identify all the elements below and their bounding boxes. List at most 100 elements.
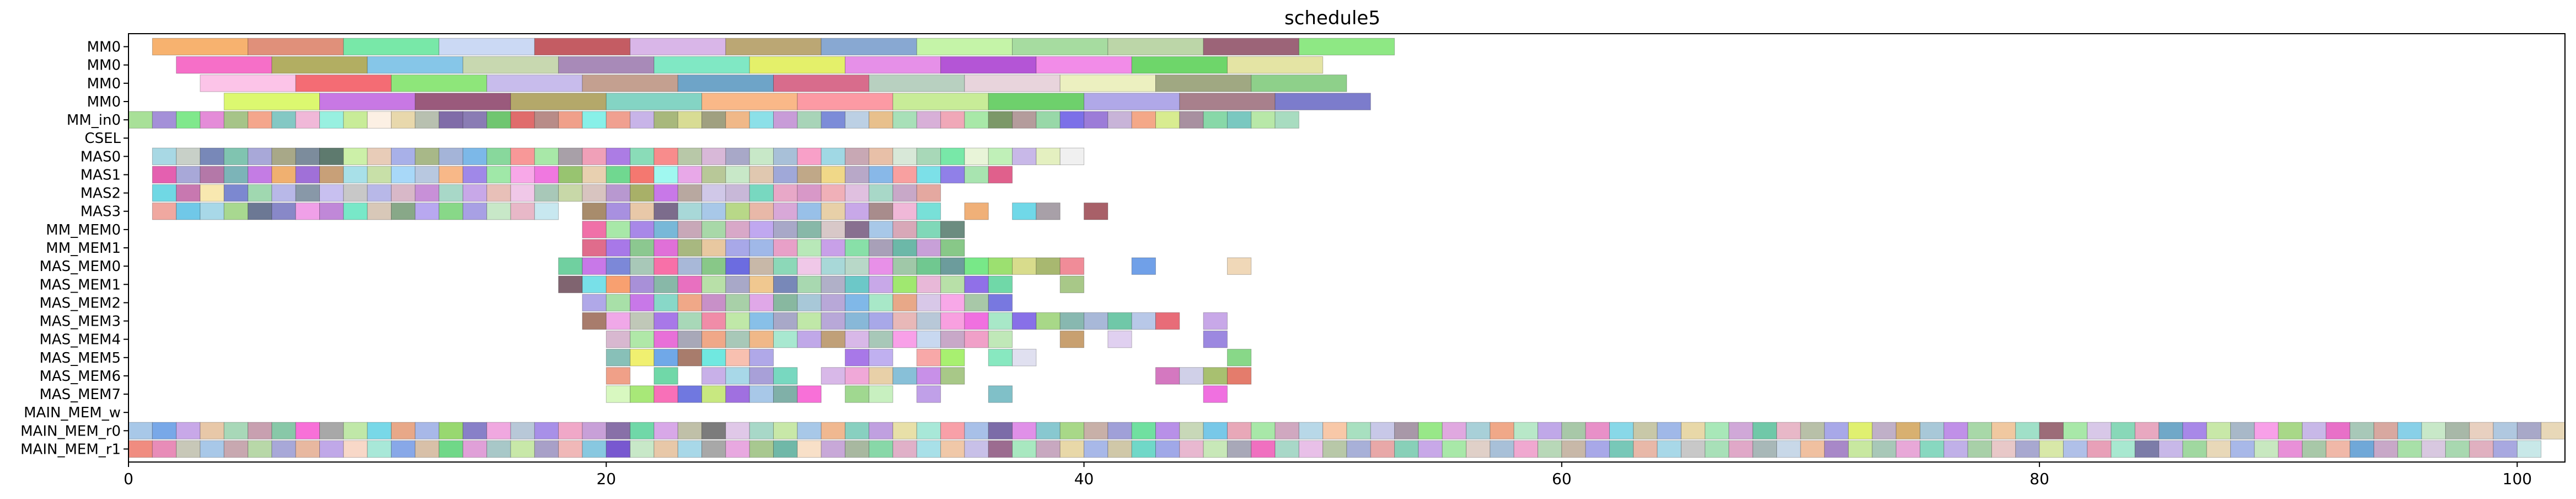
gantt-bar bbox=[1466, 440, 1491, 458]
gantt-bar bbox=[2015, 422, 2040, 440]
gantt-bar bbox=[1107, 312, 1132, 330]
gantt-bar bbox=[343, 147, 368, 166]
gantt-bar bbox=[940, 312, 965, 330]
gantt-bar bbox=[271, 147, 296, 166]
gantt-bar bbox=[725, 385, 750, 403]
gantt-bar bbox=[821, 202, 845, 220]
gantt-bar bbox=[869, 111, 893, 129]
gantt-bar bbox=[1442, 440, 1467, 458]
gantt-bar bbox=[1728, 440, 1753, 458]
gantt-bar bbox=[701, 166, 726, 184]
gantt-bar bbox=[1227, 111, 1252, 129]
gantt-bar bbox=[1084, 202, 1108, 220]
gantt-bar bbox=[1967, 440, 1992, 458]
gantt-bar bbox=[462, 147, 488, 166]
gantt-bar bbox=[892, 422, 917, 440]
gantt-bar bbox=[725, 166, 750, 184]
gantt-bar bbox=[1131, 56, 1228, 74]
gantt-bar bbox=[2469, 440, 2494, 458]
gantt-bar bbox=[606, 221, 631, 238]
gantt-bar bbox=[869, 275, 893, 294]
gantt-bar bbox=[701, 312, 726, 330]
gantt-bar bbox=[582, 147, 607, 166]
gantt-bar bbox=[1012, 111, 1037, 129]
gantt-bar bbox=[916, 367, 941, 385]
y-tick-label: CSEL bbox=[84, 130, 121, 147]
gantt-bar bbox=[1155, 422, 1180, 440]
gantt-bar bbox=[2397, 422, 2422, 440]
gantt-bar bbox=[749, 184, 774, 202]
gantt-bar bbox=[892, 294, 917, 312]
gantt-bar bbox=[677, 202, 703, 220]
gantt-bar bbox=[630, 38, 726, 56]
gantt-bar bbox=[2493, 422, 2518, 440]
gantt-bar bbox=[1131, 257, 1156, 275]
gantt-bar bbox=[821, 147, 845, 166]
gantt-bar bbox=[844, 166, 870, 184]
gantt-bar bbox=[295, 422, 320, 440]
gantt-bar bbox=[582, 440, 607, 458]
gantt-bar bbox=[462, 440, 488, 458]
gantt-bar bbox=[510, 147, 535, 166]
gantt-bar bbox=[1800, 440, 1825, 458]
gantt-bar bbox=[821, 166, 845, 184]
gantt-bar bbox=[558, 422, 583, 440]
gantt-bar bbox=[844, 239, 870, 257]
gantt-bar bbox=[223, 422, 249, 440]
gantt-bar bbox=[2159, 440, 2183, 458]
gantt-bar bbox=[582, 294, 607, 312]
gantt-bar bbox=[821, 184, 845, 202]
gantt-bar bbox=[606, 239, 631, 257]
gantt-bar bbox=[176, 166, 201, 184]
gantt-bar bbox=[630, 312, 655, 330]
gantt-bar bbox=[701, 367, 726, 385]
gantt-bar bbox=[390, 422, 416, 440]
gantt-bar bbox=[1059, 330, 1085, 348]
gantt-bar bbox=[677, 75, 774, 92]
gantt-bar bbox=[892, 166, 917, 184]
gantt-bar bbox=[510, 184, 535, 202]
gantt-bar bbox=[1418, 422, 1443, 440]
gantt-bar bbox=[1657, 440, 1681, 458]
gantt-bar bbox=[295, 147, 320, 166]
gantt-bar bbox=[2230, 440, 2255, 458]
gantt-bar bbox=[869, 294, 893, 312]
gantt-bar bbox=[1991, 440, 2016, 458]
gantt-bar bbox=[654, 202, 678, 220]
gantt-bar bbox=[415, 184, 440, 202]
gantt-bar bbox=[1084, 111, 1108, 129]
gantt-bar bbox=[1084, 422, 1108, 440]
gantt-bar bbox=[773, 257, 798, 275]
gantt-bar bbox=[749, 349, 774, 367]
gantt-bar bbox=[892, 111, 917, 129]
gantt-bar bbox=[606, 440, 631, 458]
gantt-bar bbox=[2302, 422, 2327, 440]
gantt-bar bbox=[248, 166, 272, 184]
y-tick-label: MAIN_MEM_w bbox=[24, 405, 121, 421]
gantt-bar bbox=[821, 111, 845, 129]
gantt-bar bbox=[582, 221, 607, 238]
x-axis: 0 20 40 60 80 100 bbox=[124, 462, 2532, 488]
gantt-bar bbox=[677, 422, 703, 440]
gantt-bar bbox=[200, 147, 224, 166]
gantt-bar bbox=[988, 385, 1013, 403]
gantt-bar bbox=[1203, 312, 1228, 330]
gantt-bar bbox=[654, 239, 678, 257]
gantt-bar bbox=[2087, 422, 2112, 440]
gantt-bar bbox=[844, 312, 870, 330]
gantt-bar bbox=[916, 349, 941, 367]
gantt-bar bbox=[869, 312, 893, 330]
gantt-bar bbox=[725, 38, 822, 56]
gantt-bar bbox=[749, 275, 774, 294]
gantt-bar bbox=[892, 202, 917, 220]
gantt-bar bbox=[1370, 422, 1395, 440]
gantt-bar bbox=[1776, 440, 1801, 458]
gantt-bar bbox=[725, 257, 750, 275]
y-tick-label: MAS3 bbox=[81, 204, 121, 220]
gantt-bar bbox=[1179, 440, 1204, 458]
gantt-bar bbox=[725, 349, 750, 367]
gantt-bar bbox=[558, 440, 583, 458]
gantt-bar bbox=[821, 38, 917, 56]
gantt-bar bbox=[1418, 440, 1443, 458]
gantt-bar bbox=[343, 38, 440, 56]
